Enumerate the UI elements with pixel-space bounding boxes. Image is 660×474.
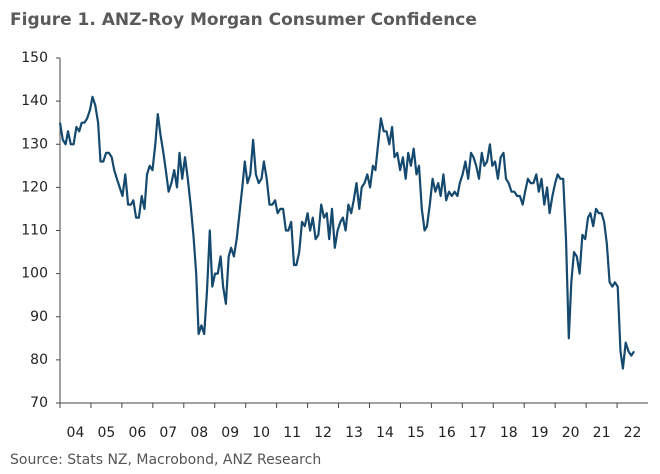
y-tick-label: 70 <box>30 395 48 411</box>
x-tick-label: 20 <box>562 425 580 441</box>
x-tick-label: 06 <box>128 425 146 441</box>
x-tick-label: 22 <box>624 425 642 441</box>
y-tick-label: 150 <box>21 50 48 66</box>
y-tick-label: 120 <box>21 179 48 195</box>
x-tick-label: 19 <box>531 425 549 441</box>
x-tick-label: 07 <box>159 425 177 441</box>
x-tick-label: 15 <box>407 425 425 441</box>
x-tick-label: 05 <box>98 425 116 441</box>
x-tick-label: 17 <box>469 425 487 441</box>
source-note: Source: Stats NZ, Macrobond, ANZ Researc… <box>10 452 321 468</box>
x-tick-label: 21 <box>593 425 611 441</box>
x-tick-label: 04 <box>67 425 85 441</box>
y-tick-label: 110 <box>21 223 48 239</box>
x-tick-label: 13 <box>345 425 363 441</box>
x-tick-label: 12 <box>314 425 332 441</box>
x-tick-label: 10 <box>252 425 270 441</box>
x-tick-label: 16 <box>438 425 456 441</box>
y-tick-label: 90 <box>30 309 48 325</box>
x-tick-label: 14 <box>376 425 394 441</box>
x-tick-label: 09 <box>221 425 239 441</box>
x-tick-label: 08 <box>190 425 208 441</box>
x-tick-label: 11 <box>283 425 301 441</box>
chart-title: Figure 1. ANZ-Roy Morgan Consumer Confid… <box>10 10 477 30</box>
data-line <box>58 95 636 370</box>
x-tick-label: 18 <box>500 425 518 441</box>
y-tick-label: 130 <box>21 136 48 152</box>
y-tick-label: 100 <box>21 266 48 282</box>
y-tick-label: 140 <box>21 93 48 109</box>
y-tick-label: 80 <box>30 352 48 368</box>
